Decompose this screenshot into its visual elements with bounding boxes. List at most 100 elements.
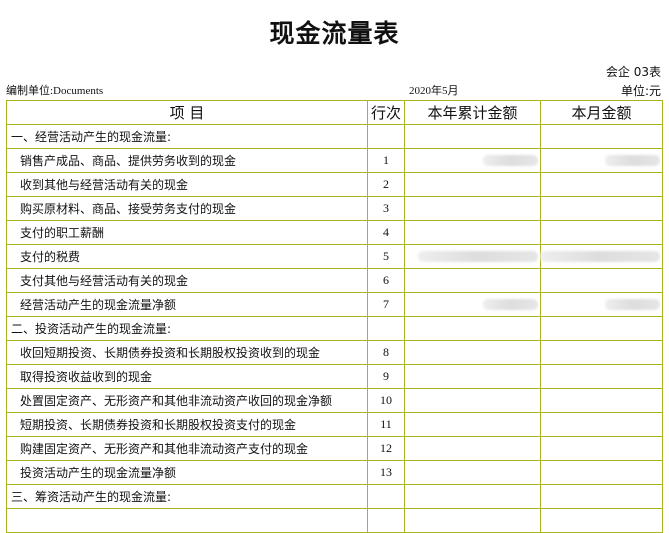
row-ytd-amount xyxy=(404,172,541,197)
row-item: 经营活动产生的现金流量净额 xyxy=(6,292,368,317)
currency-unit: 单位:元 xyxy=(620,84,661,98)
table-row: 二、投资活动产生的现金流量: xyxy=(6,316,663,341)
row-ytd-amount xyxy=(404,508,541,533)
row-line-no: 12 xyxy=(367,436,405,461)
row-line-no: 6 xyxy=(367,268,405,293)
row-item: 支付的税费 xyxy=(6,244,368,269)
redacted-value xyxy=(483,299,538,310)
row-ytd-amount xyxy=(404,196,541,221)
row-ytd-amount xyxy=(404,268,541,293)
table-row: 支付的职工薪酬 4 xyxy=(6,220,663,245)
redacted-value xyxy=(540,251,660,262)
form-number: 会企 03表 xyxy=(605,65,661,79)
row-line-no: 8 xyxy=(367,340,405,365)
redacted-value xyxy=(483,155,538,166)
row-item: 支付其他与经营活动有关的现金 xyxy=(6,268,368,293)
row-item xyxy=(6,508,368,533)
row-month-amount xyxy=(540,340,663,365)
row-line-no: 10 xyxy=(367,388,405,413)
row-item: 购建固定资产、无形资产和其他非流动资产支付的现金 xyxy=(6,436,368,461)
row-ytd-amount xyxy=(404,460,541,485)
row-line-no: 3 xyxy=(367,196,405,221)
row-ytd-amount xyxy=(404,124,541,149)
table-row: 购建固定资产、无形资产和其他非流动资产支付的现金 12 xyxy=(6,436,663,461)
header-month: 本月金额 xyxy=(540,100,663,125)
row-month-amount xyxy=(540,388,663,413)
row-item: 短期投资、长期债券投资和长期股权投资支付的现金 xyxy=(6,412,368,437)
row-item: 二、投资活动产生的现金流量: xyxy=(6,316,368,341)
row-line-no: 4 xyxy=(367,220,405,245)
row-item: 收到其他与经营活动有关的现金 xyxy=(6,172,368,197)
row-line-no: 13 xyxy=(367,460,405,485)
row-item: 一、经营活动产生的现金流量: xyxy=(6,124,368,149)
header-ytd: 本年累计金额 xyxy=(404,100,541,125)
row-item: 收回短期投资、长期债券投资和长期股权投资收到的现金 xyxy=(6,340,368,365)
row-item: 处置固定资产、无形资产和其他非流动资产收回的现金净额 xyxy=(6,388,368,413)
table-row: 投资活动产生的现金流量净额 13 xyxy=(6,460,663,485)
table-row: 处置固定资产、无形资产和其他非流动资产收回的现金净额 10 xyxy=(6,388,663,413)
row-ytd-amount xyxy=(404,316,541,341)
row-item: 投资活动产生的现金流量净额 xyxy=(6,460,368,485)
cash-flow-table: 项 目 行次 本年累计金额 本月金额 一、经营活动产生的现金流量: 销售产成品、… xyxy=(6,100,663,533)
table-row: 经营活动产生的现金流量净额 7 xyxy=(6,292,663,317)
row-month-amount xyxy=(540,268,663,293)
row-ytd-amount xyxy=(404,484,541,509)
table-row xyxy=(6,508,663,533)
row-line-no: 7 xyxy=(367,292,405,317)
row-line-no xyxy=(367,484,405,509)
row-month-amount xyxy=(540,364,663,389)
row-ytd-amount xyxy=(404,436,541,461)
row-month-amount xyxy=(540,460,663,485)
table-row: 销售产成品、商品、提供劳务收到的现金 1 xyxy=(6,148,663,173)
page-title: 现金流量表 xyxy=(269,19,400,48)
table-row: 三、筹资活动产生的现金流量: xyxy=(6,484,663,509)
row-month-amount xyxy=(540,412,663,437)
row-line-no: 5 xyxy=(367,244,405,269)
row-ytd-amount xyxy=(404,364,541,389)
row-month-amount xyxy=(540,292,663,317)
row-line-no xyxy=(367,316,405,341)
row-line-no: 2 xyxy=(367,172,405,197)
row-ytd-amount xyxy=(404,340,541,365)
row-month-amount xyxy=(540,484,663,509)
row-item: 购买原材料、商品、接受劳务支付的现金 xyxy=(6,196,368,221)
table-row: 购买原材料、商品、接受劳务支付的现金 3 xyxy=(6,196,663,221)
row-item: 三、筹资活动产生的现金流量: xyxy=(6,484,368,509)
row-line-no: 11 xyxy=(367,412,405,437)
row-month-amount xyxy=(540,124,663,149)
redacted-value xyxy=(605,299,660,310)
row-item: 支付的职工薪酬 xyxy=(6,220,368,245)
table-row: 收回短期投资、长期债券投资和长期股权投资收到的现金 8 xyxy=(6,340,663,365)
table-row: 支付的税费 5 xyxy=(6,244,663,269)
row-line-no xyxy=(367,124,405,149)
row-item: 取得投资收益收到的现金 xyxy=(6,364,368,389)
organization: 编制单位:Documents xyxy=(6,85,104,97)
row-month-amount xyxy=(540,508,663,533)
period: 2020年5月 xyxy=(409,85,459,97)
redacted-value xyxy=(418,251,538,262)
row-ytd-amount xyxy=(404,412,541,437)
row-ytd-amount xyxy=(404,292,541,317)
row-month-amount xyxy=(540,244,663,269)
row-month-amount xyxy=(540,172,663,197)
row-line-no: 9 xyxy=(367,364,405,389)
row-month-amount xyxy=(540,196,663,221)
row-ytd-amount xyxy=(404,244,541,269)
row-line-no: 1 xyxy=(367,148,405,173)
row-ytd-amount xyxy=(404,220,541,245)
row-item: 销售产成品、商品、提供劳务收到的现金 xyxy=(6,148,368,173)
header-item: 项 目 xyxy=(6,100,368,125)
table-row: 收到其他与经营活动有关的现金 2 xyxy=(6,172,663,197)
row-ytd-amount xyxy=(404,388,541,413)
row-month-amount xyxy=(540,148,663,173)
row-line-no xyxy=(367,508,405,533)
table-row: 取得投资收益收到的现金 9 xyxy=(6,364,663,389)
row-month-amount xyxy=(540,436,663,461)
table-row: 支付其他与经营活动有关的现金 6 xyxy=(6,268,663,293)
table-row: 短期投资、长期债券投资和长期股权投资支付的现金 11 xyxy=(6,412,663,437)
header-line-no: 行次 xyxy=(367,100,405,125)
redacted-value xyxy=(605,155,660,166)
row-month-amount xyxy=(540,316,663,341)
row-month-amount xyxy=(540,220,663,245)
row-ytd-amount xyxy=(404,148,541,173)
